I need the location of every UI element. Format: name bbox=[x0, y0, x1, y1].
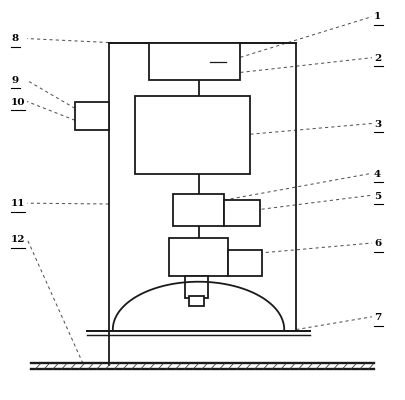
Text: 6: 6 bbox=[374, 239, 381, 248]
Bar bbox=[228, 250, 262, 276]
Text: 1: 1 bbox=[374, 12, 381, 21]
Bar bbox=[135, 96, 250, 174]
Text: 9: 9 bbox=[11, 76, 18, 85]
Text: 11: 11 bbox=[11, 200, 26, 208]
Text: 5: 5 bbox=[374, 192, 381, 200]
Text: 2: 2 bbox=[374, 54, 381, 63]
Bar bbox=[149, 42, 241, 80]
Bar bbox=[173, 194, 224, 226]
Text: 7: 7 bbox=[374, 313, 381, 322]
Text: 4: 4 bbox=[374, 170, 381, 178]
Bar bbox=[189, 296, 205, 306]
Bar bbox=[185, 276, 209, 298]
Text: 8: 8 bbox=[11, 34, 18, 43]
Bar bbox=[75, 102, 109, 130]
Text: 12: 12 bbox=[11, 235, 26, 244]
Bar bbox=[168, 238, 228, 276]
Text: 10: 10 bbox=[11, 98, 26, 107]
Bar bbox=[224, 200, 260, 226]
Text: 3: 3 bbox=[374, 120, 381, 129]
